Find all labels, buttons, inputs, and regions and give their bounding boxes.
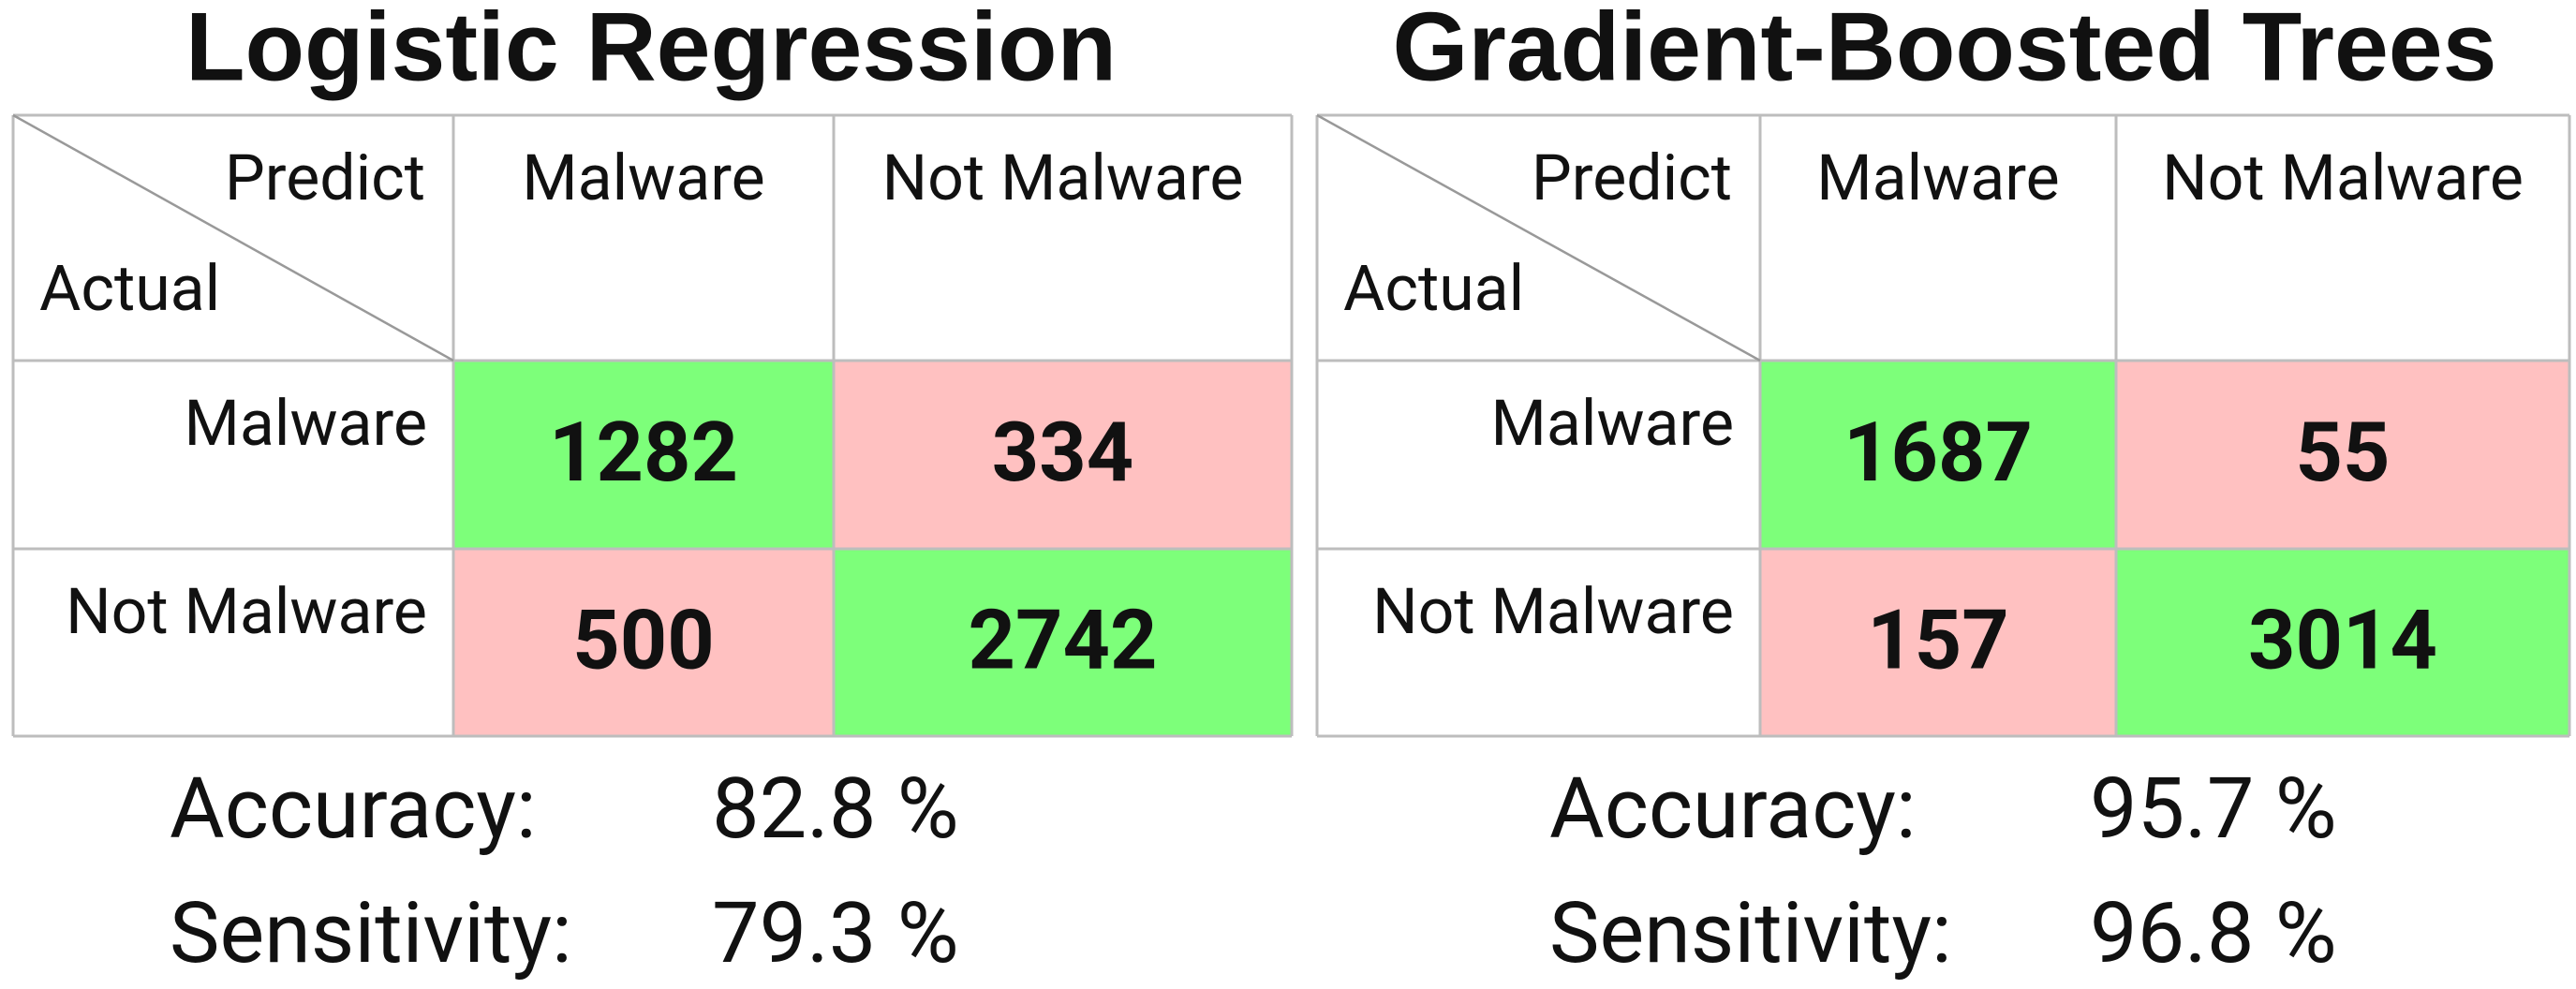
cell-count: 55	[2296, 405, 2391, 501]
corner-actual: Actual	[39, 251, 220, 326]
panel-title: Logistic Regression	[185, 0, 1117, 101]
column-header: Not Malware	[2162, 140, 2524, 215]
matrix-cell	[453, 549, 834, 736]
row-header: Not Malware	[66, 574, 427, 649]
metric-value: 82.8 %	[712, 760, 959, 858]
row-header: Malware	[185, 386, 427, 461]
matrix-cell	[2116, 361, 2569, 549]
metric-label: Accuracy:	[1549, 760, 1917, 858]
cell-count: 500	[572, 592, 714, 688]
metric-label: Accuracy:	[170, 760, 537, 858]
column-header: Not Malware	[882, 140, 1244, 215]
matrix-cell	[1760, 549, 2116, 736]
cell-count: 2742	[969, 592, 1158, 688]
matrix-cell	[2116, 549, 2569, 736]
cell-count: 1687	[1843, 405, 2033, 501]
corner-predict: Predict	[1532, 140, 1732, 215]
metric-value: 95.7 %	[2090, 760, 2337, 858]
metric-label: Sensitivity:	[1549, 884, 1952, 982]
corner-diagonal	[1316, 113, 1761, 362]
column-header: Malware	[522, 140, 764, 215]
column-header: Malware	[1816, 140, 2059, 215]
matrix-cell	[834, 361, 1292, 549]
corner-predict: Predict	[225, 140, 425, 215]
cell-count: 3014	[2248, 592, 2437, 688]
matrix-cell	[834, 549, 1292, 736]
corner-actual: Actual	[1343, 251, 1524, 326]
row-header: Not Malware	[1372, 574, 1734, 649]
metric-label: Sensitivity:	[170, 884, 572, 982]
row-header: Malware	[1491, 386, 1734, 461]
matrix-cell	[453, 361, 834, 549]
metric-value: 79.3 %	[712, 884, 959, 982]
cell-count: 157	[1867, 592, 2008, 688]
metric-value: 96.8 %	[2090, 884, 2337, 982]
panel-title: Gradient-Boosted Trees	[1393, 0, 2497, 101]
cell-count: 334	[992, 405, 1133, 501]
matrix-cell	[1760, 361, 2116, 549]
corner-diagonal	[12, 113, 454, 362]
cell-count: 1282	[549, 405, 738, 501]
